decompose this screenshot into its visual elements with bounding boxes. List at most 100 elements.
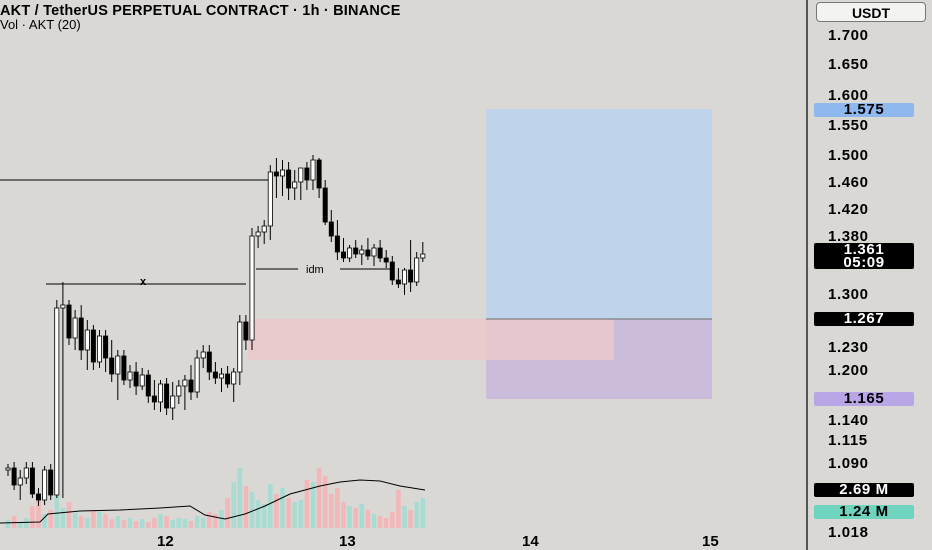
- volume-bar: [200, 518, 206, 528]
- volume-bar: [219, 510, 224, 528]
- candle-body: [121, 355, 127, 381]
- target-price-tag: 1.575: [814, 102, 914, 117]
- price-label: 1.115: [828, 432, 868, 449]
- candle-body: [420, 253, 426, 259]
- volume-bar: [24, 518, 29, 528]
- candle-body: [261, 225, 267, 233]
- candle-body: [103, 335, 109, 359]
- price-label: 1.380: [828, 228, 869, 245]
- volume-bar: [115, 516, 121, 528]
- volume-bar: [5, 520, 11, 528]
- volume-bar: [85, 518, 90, 528]
- candle-body: [11, 467, 17, 486]
- candle-body: [54, 307, 60, 496]
- price-label: 1.200: [828, 362, 869, 379]
- price-label: 1.420: [828, 201, 869, 218]
- volume-bar: [127, 518, 133, 528]
- candle-body: [255, 231, 261, 237]
- time-label: 15: [702, 533, 719, 550]
- price-label: 1.500: [828, 147, 869, 164]
- volume-bar: [371, 514, 377, 528]
- candle-body: [298, 167, 304, 183]
- candle-body: [145, 374, 151, 397]
- candle-body: [90, 329, 96, 363]
- candle-body: [304, 167, 310, 181]
- chart-title: AKT / TetherUS PERPETUAL CONTRACT · 1h ·…: [0, 3, 401, 19]
- volume-bar: [60, 508, 66, 528]
- time-label: 13: [339, 533, 356, 550]
- volume-bar: [72, 513, 78, 528]
- candle-body: [347, 247, 353, 259]
- volume-bar: [335, 488, 340, 528]
- volume-bar: [408, 510, 413, 528]
- volume-bar: [377, 516, 383, 528]
- candle-body: [243, 321, 249, 341]
- time-label: 14: [522, 533, 539, 550]
- volume-bar: [420, 498, 426, 528]
- volume-bar: [359, 504, 365, 528]
- candle-body: [212, 371, 218, 379]
- candle-body: [414, 257, 420, 283]
- candle-body: [395, 279, 401, 285]
- candle-body: [188, 379, 194, 393]
- supply-zone: [248, 319, 614, 360]
- candle-body: [273, 171, 279, 177]
- volume-bar: [255, 500, 261, 528]
- volume-bar: [158, 514, 163, 528]
- candle-body: [151, 395, 157, 403]
- volume-indicator-label[interactable]: Vol · AKT (20): [0, 17, 81, 32]
- bos-label: x: [140, 276, 147, 288]
- candle-body: [17, 477, 23, 486]
- candle-body: [60, 304, 66, 309]
- candle-body: [29, 467, 35, 495]
- volume-bar: [139, 519, 145, 528]
- price-label: 1.550: [828, 117, 869, 134]
- volume-bar: [146, 522, 151, 528]
- volume-bar: [353, 508, 358, 528]
- candle-body: [42, 469, 48, 501]
- price-label: 1.090: [828, 455, 869, 472]
- candle-body: [249, 235, 255, 341]
- volume-bar: [182, 519, 188, 528]
- volume-bar: [402, 506, 407, 528]
- candle-body: [194, 357, 200, 393]
- price-scale[interactable]: [808, 0, 932, 550]
- candle-body: [322, 187, 328, 223]
- candle-body: [383, 257, 389, 263]
- candle-body: [78, 317, 84, 351]
- volume-bar: [121, 520, 127, 528]
- volume-bar: [164, 516, 169, 528]
- volume-bar: [298, 500, 304, 528]
- price-label: 1.230: [828, 339, 869, 356]
- candle-body: [72, 317, 78, 339]
- currency-button[interactable]: USDT: [816, 2, 926, 22]
- volume-bar: [292, 502, 297, 528]
- idm-label: idm: [306, 264, 324, 276]
- volume-bar: [396, 490, 401, 528]
- volume-bar: [109, 519, 114, 528]
- volume-bar: [103, 514, 108, 528]
- candle-body: [371, 247, 377, 257]
- volume-bar: [42, 514, 47, 528]
- candle-body: [340, 251, 346, 259]
- volume-bar: [414, 502, 419, 528]
- volume-bar: [316, 468, 322, 528]
- volume-bar: [48, 510, 53, 528]
- candle-body: [389, 261, 395, 281]
- candle-body: [225, 373, 231, 385]
- candle-body: [377, 247, 383, 259]
- volume-bar: [329, 494, 334, 528]
- candle-body: [164, 383, 170, 409]
- candle-body: [267, 171, 273, 227]
- entry-price-tag: 1.267: [814, 311, 914, 326]
- price-label: 1.460: [828, 174, 869, 191]
- candle-body: [109, 357, 115, 375]
- volume-bar: [188, 521, 194, 528]
- candle-body: [365, 249, 371, 257]
- price-label: 1.300: [828, 286, 869, 303]
- volume-ma-line: [0, 479, 426, 524]
- price-label: 1.650: [828, 56, 869, 73]
- price-label: 1.700: [828, 27, 869, 44]
- candle-body: [182, 379, 188, 387]
